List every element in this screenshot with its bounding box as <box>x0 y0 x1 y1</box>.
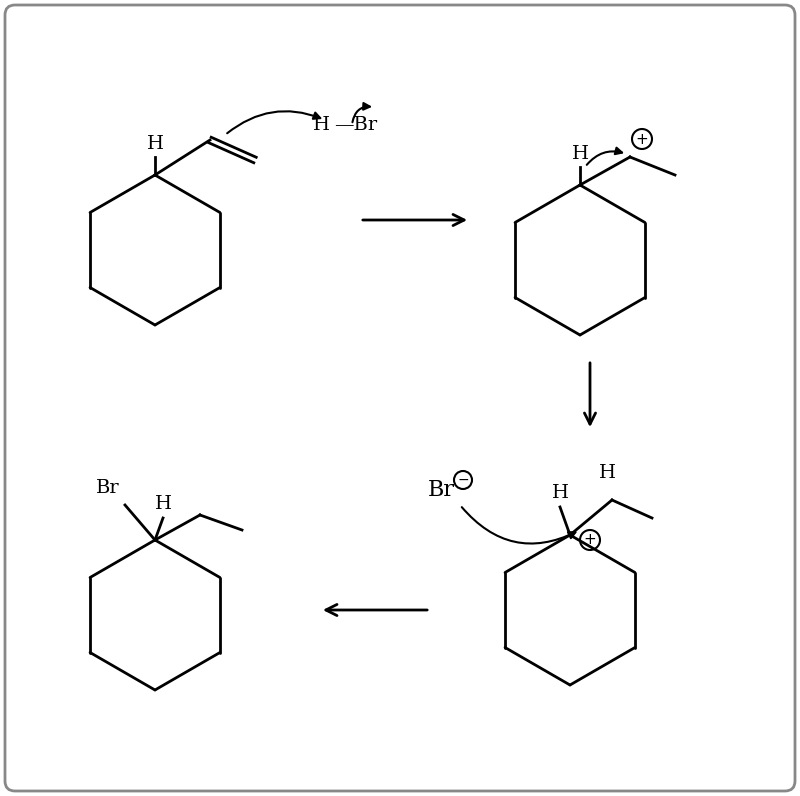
Text: +: + <box>584 533 596 548</box>
Text: —Br: —Br <box>334 116 377 134</box>
Text: H: H <box>598 464 615 482</box>
Text: Br: Br <box>96 479 120 497</box>
FancyArrowPatch shape <box>462 507 575 544</box>
Text: H: H <box>551 484 569 502</box>
Text: H: H <box>571 145 589 163</box>
Text: H: H <box>154 495 171 513</box>
Text: H: H <box>313 116 330 134</box>
Text: Br: Br <box>428 479 455 501</box>
FancyBboxPatch shape <box>5 5 795 791</box>
Text: H: H <box>146 135 163 153</box>
FancyArrowPatch shape <box>353 103 370 123</box>
Text: +: + <box>636 131 648 146</box>
Text: −: − <box>457 473 469 487</box>
FancyArrowPatch shape <box>586 148 622 165</box>
FancyArrowPatch shape <box>227 111 320 133</box>
